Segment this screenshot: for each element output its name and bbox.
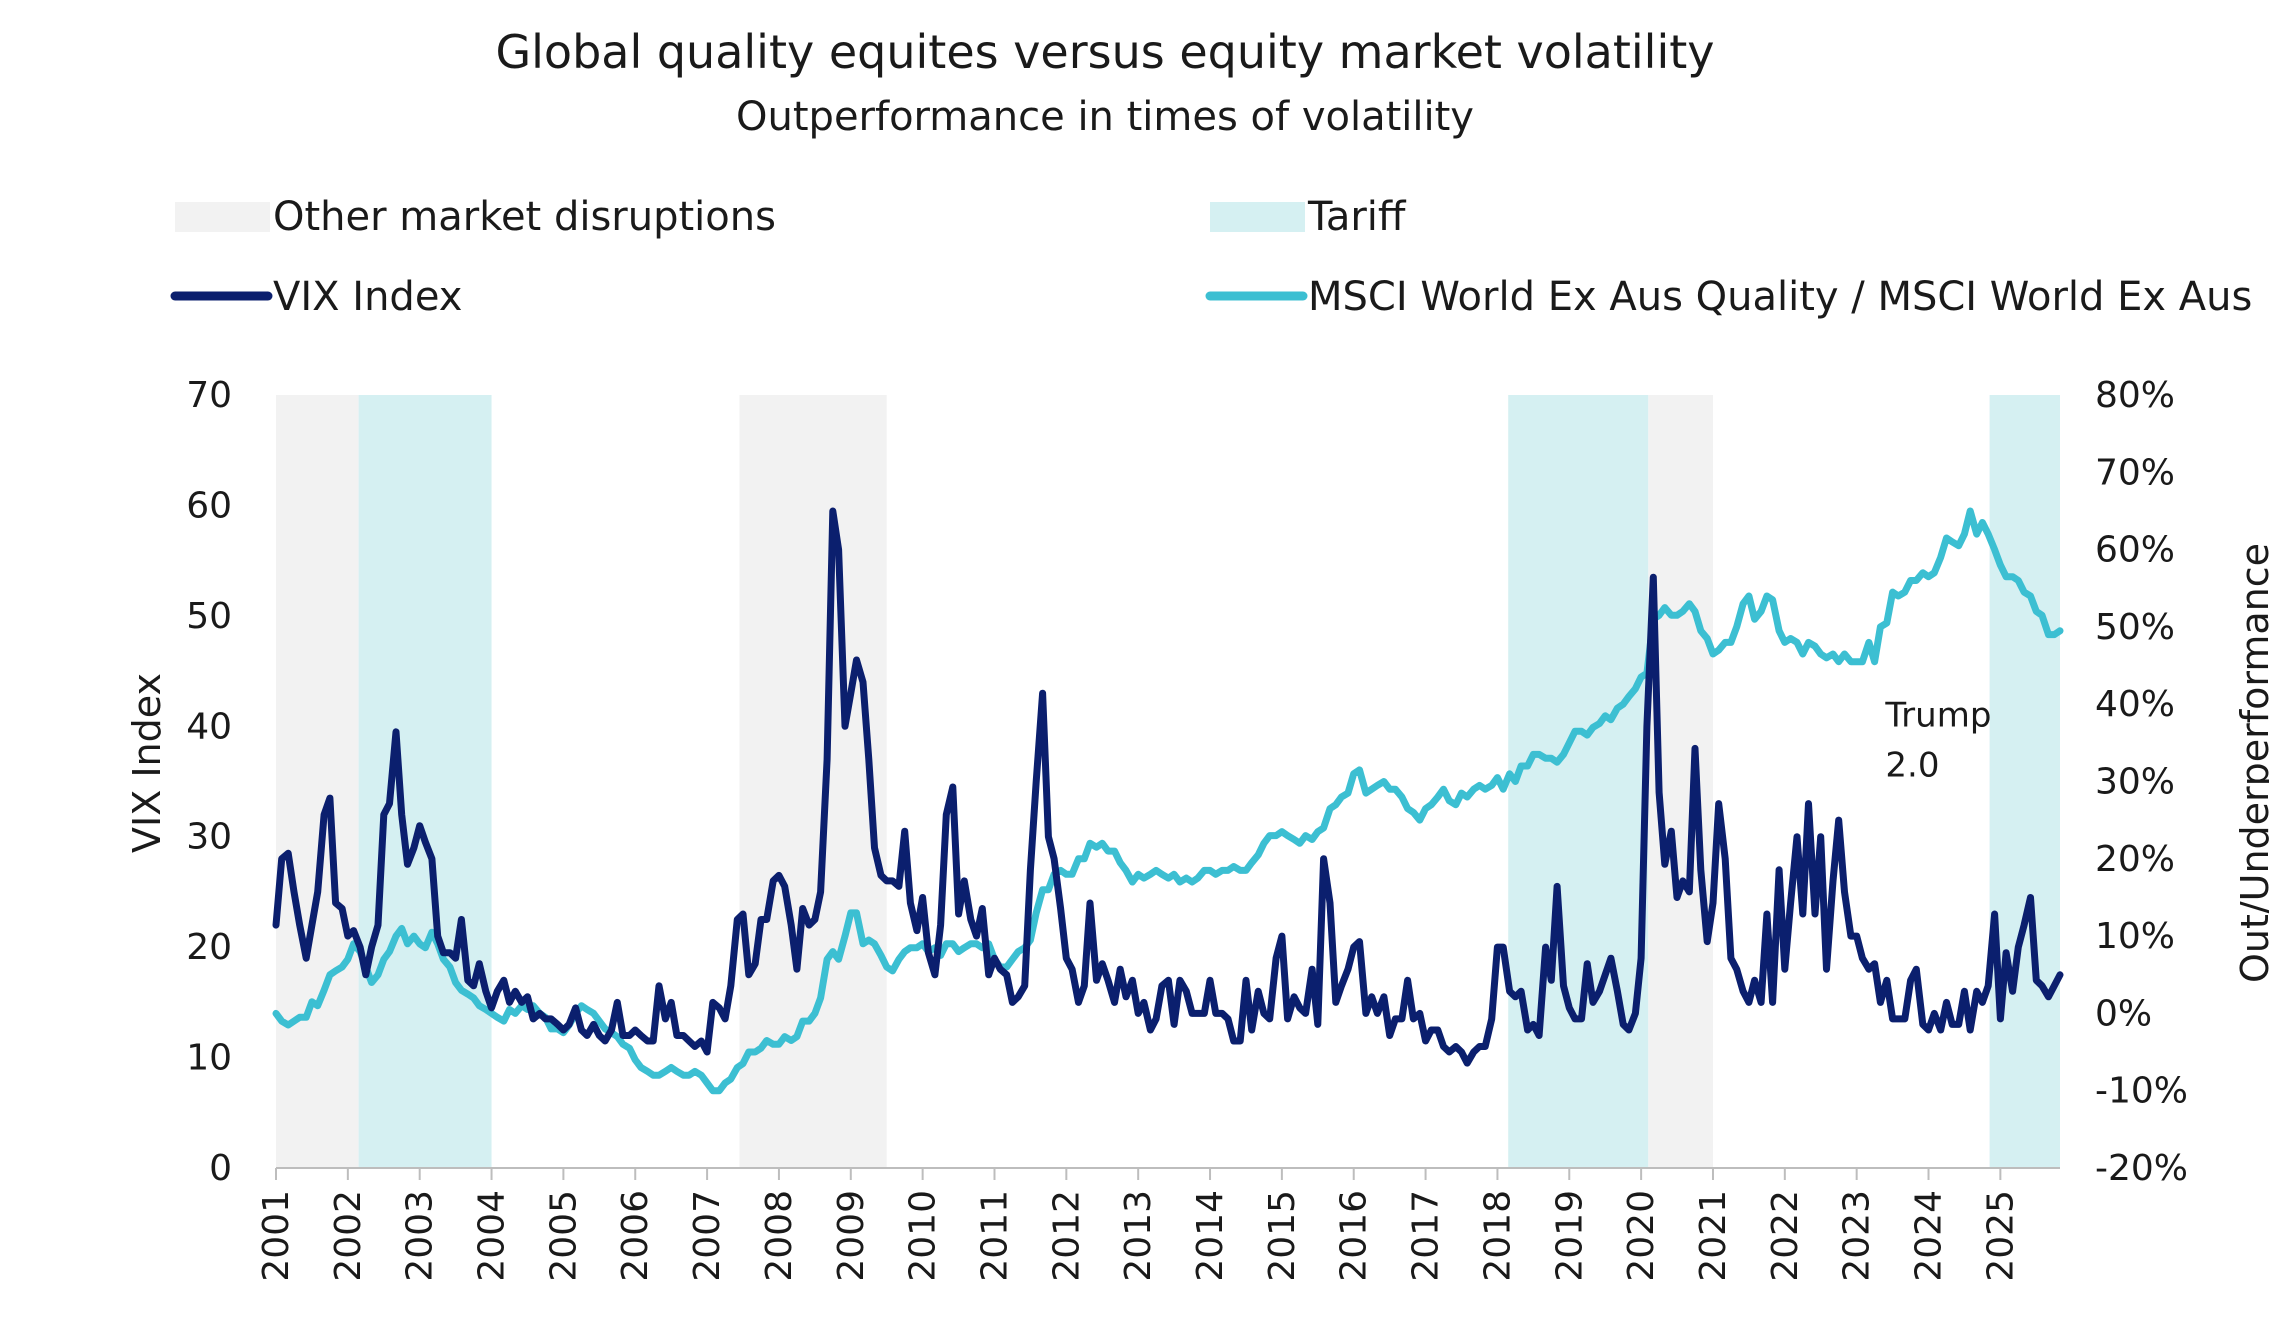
x-tick-label: 2006: [615, 1190, 656, 1282]
y-right-tick-label: -20%: [2095, 1148, 2188, 1189]
x-tick-label: 2023: [1837, 1190, 1878, 1282]
shaded-region-other: [276, 395, 359, 1168]
y-right-tick-label: 70%: [2095, 452, 2175, 493]
annotation-line-1: Trump: [1884, 695, 1991, 735]
x-tick-label: 2011: [974, 1190, 1015, 1282]
legend-swatch-tariff: [1210, 202, 1305, 232]
y-right-tick-label: 80%: [2095, 375, 2175, 416]
x-tick-label: 2015: [1262, 1190, 1303, 1282]
x-tick-label: 2005: [543, 1190, 584, 1282]
x-tick-label: 2016: [1334, 1190, 1375, 1282]
shaded-region-other: [739, 395, 887, 1168]
x-tick-label: 2007: [687, 1190, 728, 1282]
legend: Other market disruptions Tariff VIX Inde…: [170, 194, 2252, 320]
y-axis-right: -20% -10% 0% 10% 20% 30% 40% 50% 60% 70% 80%: [2095, 375, 2188, 1189]
chart-title: Global quality equites versus equity mar…: [496, 25, 1715, 79]
y-left-tick-label: 70: [186, 375, 232, 416]
legend-label-other: Other market disruptions: [273, 194, 776, 240]
y-right-tick-label: 10%: [2095, 916, 2175, 957]
shaded-region-tariff: [1508, 395, 1649, 1168]
shaded-regions: [276, 395, 2060, 1168]
x-tick-label: 2020: [1621, 1190, 1662, 1282]
x-tick-label: 2018: [1477, 1190, 1518, 1282]
legend-label-quality: MSCI World Ex Aus Quality / MSCI World E…: [1308, 274, 2252, 320]
y-right-tick-label: 50%: [2095, 607, 2175, 648]
shaded-region-tariff: [358, 395, 492, 1168]
x-tick-label: 2012: [1046, 1190, 1087, 1282]
y-left-tick-label: 20: [186, 927, 232, 968]
legend-label-tariff: Tariff: [1307, 194, 1407, 240]
x-tick-label: 2004: [472, 1190, 513, 1282]
y-axis-right-title: Out/Underperformance: [2233, 543, 2269, 983]
y-left-tick-label: 30: [186, 817, 232, 858]
y-right-tick-label: 40%: [2095, 684, 2175, 725]
x-tick-label: 2001: [256, 1190, 297, 1282]
x-tick-label: 2021: [1693, 1190, 1734, 1282]
x-tick-label: 2017: [1406, 1190, 1447, 1282]
y-left-tick-label: 60: [186, 485, 232, 526]
chart-subtitle: Outperformance in times of volatility: [736, 94, 1474, 140]
x-tick-label: 2002: [328, 1190, 369, 1282]
y-right-tick-label: 60%: [2095, 530, 2175, 571]
x-tick-label: 2008: [759, 1190, 800, 1282]
y-right-tick-label: 30%: [2095, 762, 2175, 803]
annotation-line-2: 2.0: [1885, 745, 1939, 785]
x-tick-label: 2010: [903, 1190, 944, 1282]
y-axis-left: 0 10 20 30 40 50 60 70: [186, 375, 232, 1189]
y-axis-left-title: VIX Index: [125, 673, 169, 853]
y-left-tick-label: 50: [186, 596, 232, 637]
x-tick-label: 2009: [831, 1190, 872, 1282]
annotation-trump: Trump 2.0: [1884, 695, 1991, 785]
x-tick-label: 2013: [1118, 1190, 1159, 1282]
y-left-tick-label: 10: [186, 1038, 232, 1079]
series-line-vix: [272, 507, 2064, 1067]
x-axis: 2001 2002 2003 2004 2005 2006 2007 2008 2009 2010…: [256, 1167, 2060, 1282]
y-right-tick-label: -10%: [2095, 1071, 2188, 1112]
x-tick-label: 2022: [1765, 1190, 1806, 1282]
x-tick-label: 2014: [1190, 1190, 1231, 1282]
y-left-tick-label: 0: [209, 1148, 232, 1189]
shaded-region-tariff: [1989, 395, 2060, 1168]
y-right-tick-label: 0%: [2095, 993, 2152, 1034]
x-tick-label: 2019: [1549, 1190, 1590, 1282]
y-right-tick-label: 20%: [2095, 839, 2175, 880]
legend-swatch-other: [175, 202, 270, 232]
legend-label-vix: VIX Index: [273, 274, 462, 320]
x-tick-label: 2025: [1980, 1190, 2021, 1282]
x-tick-label: 2003: [400, 1190, 441, 1282]
y-left-tick-label: 40: [186, 706, 232, 747]
x-tick-label: 2024: [1909, 1190, 1950, 1282]
